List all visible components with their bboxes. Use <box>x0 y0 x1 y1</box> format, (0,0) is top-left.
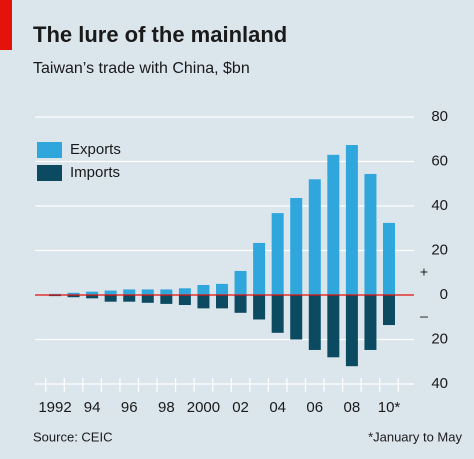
y-tick-label: 20 <box>431 330 448 347</box>
bar <box>86 295 99 299</box>
bar <box>160 289 173 295</box>
x-tick-label: 98 <box>158 399 175 416</box>
chart-title: The lure of the mainland <box>33 22 287 47</box>
x-tick-label: 1992 <box>38 399 71 416</box>
bar <box>104 290 117 295</box>
bar <box>290 295 303 340</box>
bar <box>271 213 284 295</box>
bar <box>216 295 228 309</box>
red-tag <box>0 0 12 50</box>
bar <box>104 295 117 302</box>
x-tick-label: 06 <box>306 399 323 416</box>
x-tick-label: 96 <box>121 399 138 416</box>
y-tick-label: 40 <box>431 375 448 392</box>
positive-marker: + <box>420 264 428 280</box>
bar <box>327 154 340 295</box>
bar <box>234 295 247 313</box>
bar <box>234 270 247 295</box>
legend-swatch <box>37 165 62 181</box>
bar <box>364 295 377 350</box>
x-tick-label: 2000 <box>187 399 220 416</box>
y-tick-label: 20 <box>431 241 448 258</box>
bar <box>141 289 154 295</box>
x-tick-label: 02 <box>232 399 249 416</box>
source: Source: CEIC <box>33 429 112 444</box>
x-tick-label: 10* <box>378 399 401 416</box>
bar <box>383 222 395 295</box>
bar <box>271 295 284 333</box>
chart-subtitle: Taiwan’s trade with China, $bn <box>33 60 250 77</box>
bar <box>86 291 99 295</box>
bar <box>141 295 154 303</box>
bar <box>345 295 358 367</box>
x-tick-label: 94 <box>84 399 101 416</box>
footnote: *January to May <box>368 429 462 444</box>
bar <box>364 173 377 295</box>
bar <box>197 284 210 295</box>
bar <box>253 242 266 295</box>
bar <box>197 295 210 309</box>
x-tick-label: 08 <box>344 399 361 416</box>
legend-swatch <box>37 142 62 158</box>
bar <box>383 295 395 326</box>
bar <box>123 295 136 302</box>
bar <box>253 295 266 320</box>
bar <box>308 179 321 295</box>
y-tick-label: 0 <box>440 286 448 303</box>
legend-label: Exports <box>70 141 121 158</box>
legend-label: Imports <box>70 164 120 181</box>
bar <box>290 197 303 295</box>
negative-marker: – <box>420 308 428 324</box>
bar <box>345 145 358 295</box>
bar <box>67 295 80 298</box>
bar <box>216 283 228 295</box>
bar <box>178 288 191 295</box>
bar <box>178 295 191 306</box>
y-tick-label: 40 <box>431 197 448 214</box>
y-tick-label: 60 <box>431 152 448 169</box>
bar <box>308 295 321 350</box>
x-tick-label: 04 <box>269 399 286 416</box>
bar <box>160 295 173 304</box>
bar <box>67 292 80 295</box>
bar <box>123 289 136 295</box>
bar <box>327 295 340 358</box>
y-tick-label: 80 <box>431 108 448 125</box>
